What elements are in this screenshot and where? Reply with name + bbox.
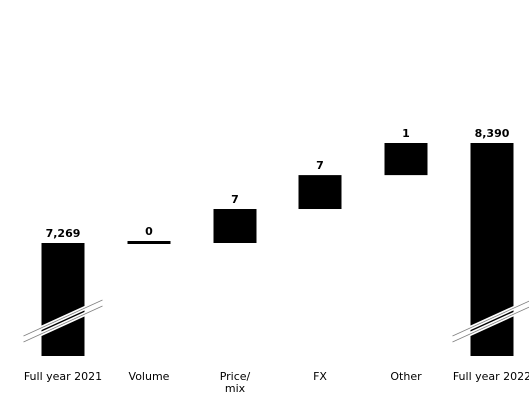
data-label-2: 7 [231,193,239,206]
data-label-4: 1 [402,127,410,140]
data-label-5: 8,390 [475,127,510,140]
category-label-5: Full year 2022 [453,370,529,383]
category-label-2-line-0: Price/ [220,370,251,383]
data-label-3: 7 [316,159,324,172]
axis-break-mark-5 [451,298,529,344]
category-label-1: Volume [129,370,170,383]
bar-2 [213,209,257,243]
axis-break-mark-0 [22,298,104,344]
bar-5 [470,143,514,356]
bar-1 [127,241,171,244]
data-label-1: 0 [145,225,153,238]
category-label-0: Full year 2021 [24,370,102,383]
bar-3 [298,175,342,210]
bar-0 [41,243,85,356]
bar-4 [384,143,428,176]
category-label-2-line-1: mix [225,382,246,395]
category-label-4: Other [390,370,422,383]
data-label-0: 7,269 [46,227,81,240]
category-label-3: FX [313,370,327,383]
